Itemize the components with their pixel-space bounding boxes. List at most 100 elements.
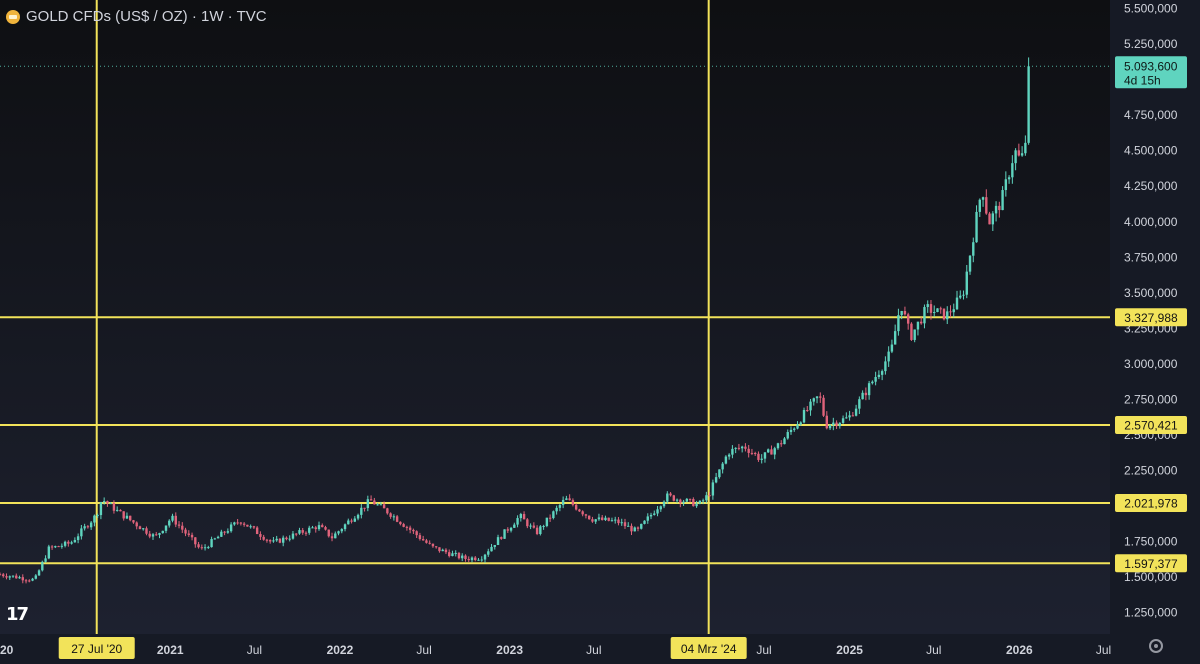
candle[interactable] [659, 505, 662, 512]
candle[interactable] [968, 255, 972, 275]
candle[interactable] [226, 528, 230, 534]
candle[interactable] [168, 519, 171, 528]
candle[interactable] [574, 503, 578, 511]
candle[interactable] [962, 290, 965, 300]
candle[interactable] [815, 396, 819, 404]
candle[interactable] [363, 507, 366, 512]
candle[interactable] [861, 390, 864, 400]
candle[interactable] [571, 498, 575, 507]
candle[interactable] [223, 530, 226, 536]
candle[interactable] [763, 452, 767, 463]
candle[interactable] [457, 551, 461, 560]
candle[interactable] [233, 521, 236, 526]
candle[interactable] [60, 543, 64, 549]
candle[interactable] [474, 556, 477, 562]
candle[interactable] [897, 308, 900, 336]
candle[interactable] [845, 412, 848, 419]
candle[interactable] [190, 532, 194, 541]
candle[interactable] [731, 445, 734, 459]
candle[interactable] [685, 497, 689, 503]
candle[interactable] [568, 494, 571, 501]
candle[interactable] [682, 499, 685, 506]
candle[interactable] [737, 443, 741, 451]
candle[interactable] [99, 501, 103, 520]
candle[interactable] [314, 525, 317, 533]
candle[interactable] [877, 370, 881, 380]
candle[interactable] [561, 496, 565, 509]
candle[interactable] [825, 411, 829, 430]
candle[interactable] [545, 517, 549, 528]
candle[interactable] [688, 498, 692, 503]
candle[interactable] [470, 556, 474, 563]
candle[interactable] [727, 453, 731, 460]
candle[interactable] [822, 394, 825, 417]
candle[interactable] [750, 448, 754, 456]
candle[interactable] [268, 539, 272, 544]
candle[interactable] [461, 553, 464, 562]
candle[interactable] [350, 518, 353, 524]
candle[interactable] [366, 495, 370, 512]
candle[interactable] [109, 502, 112, 505]
candle[interactable] [539, 525, 542, 536]
candle[interactable] [724, 455, 728, 465]
candle[interactable] [565, 495, 568, 501]
candle[interactable] [421, 535, 425, 541]
candle[interactable] [285, 536, 288, 541]
candle[interactable] [718, 469, 721, 479]
candle[interactable] [161, 530, 164, 534]
candle[interactable] [747, 444, 750, 458]
candle[interactable] [438, 547, 441, 553]
candle[interactable] [578, 508, 581, 512]
candle[interactable] [70, 540, 73, 545]
candle[interactable] [789, 426, 793, 435]
candle[interactable] [288, 535, 291, 542]
candle[interactable] [880, 369, 884, 381]
candle[interactable] [799, 421, 802, 426]
candle[interactable] [428, 540, 431, 545]
candle[interactable] [1020, 146, 1024, 157]
candle[interactable] [509, 526, 513, 533]
candle[interactable] [942, 308, 946, 321]
candle[interactable] [242, 522, 246, 527]
candle[interactable] [812, 397, 815, 406]
candle[interactable] [662, 500, 666, 509]
candle[interactable] [698, 500, 702, 505]
candle[interactable] [757, 451, 760, 462]
candle[interactable] [249, 524, 252, 529]
candle[interactable] [828, 424, 832, 430]
candle[interactable] [31, 577, 34, 582]
candle[interactable] [887, 346, 890, 367]
candle[interactable] [483, 553, 487, 563]
candle[interactable] [44, 555, 47, 563]
candle[interactable] [649, 512, 653, 520]
candle[interactable] [324, 525, 327, 531]
candle[interactable] [519, 512, 523, 522]
candle[interactable] [998, 201, 1001, 218]
candle[interactable] [776, 442, 780, 450]
candle[interactable] [132, 519, 135, 524]
candle[interactable] [255, 526, 259, 535]
candle[interactable] [135, 521, 138, 530]
candle[interactable] [643, 520, 646, 525]
candle[interactable] [819, 392, 822, 403]
candle[interactable] [281, 535, 285, 547]
candle[interactable] [356, 513, 360, 521]
candle[interactable] [506, 527, 510, 533]
candle[interactable] [767, 448, 770, 453]
candle[interactable] [15, 573, 18, 579]
candle[interactable] [96, 513, 99, 518]
candle[interactable] [620, 518, 623, 526]
candle[interactable] [1014, 148, 1017, 171]
candle[interactable] [708, 492, 711, 497]
candle[interactable] [610, 517, 614, 522]
candle[interactable] [210, 536, 213, 548]
candle[interactable] [893, 324, 897, 345]
candle[interactable] [841, 415, 845, 424]
candle[interactable] [991, 211, 995, 232]
candle[interactable] [835, 420, 838, 429]
candle[interactable] [640, 523, 643, 530]
candle[interactable] [477, 558, 480, 561]
candle[interactable] [5, 573, 8, 580]
candle[interactable] [1007, 175, 1011, 184]
